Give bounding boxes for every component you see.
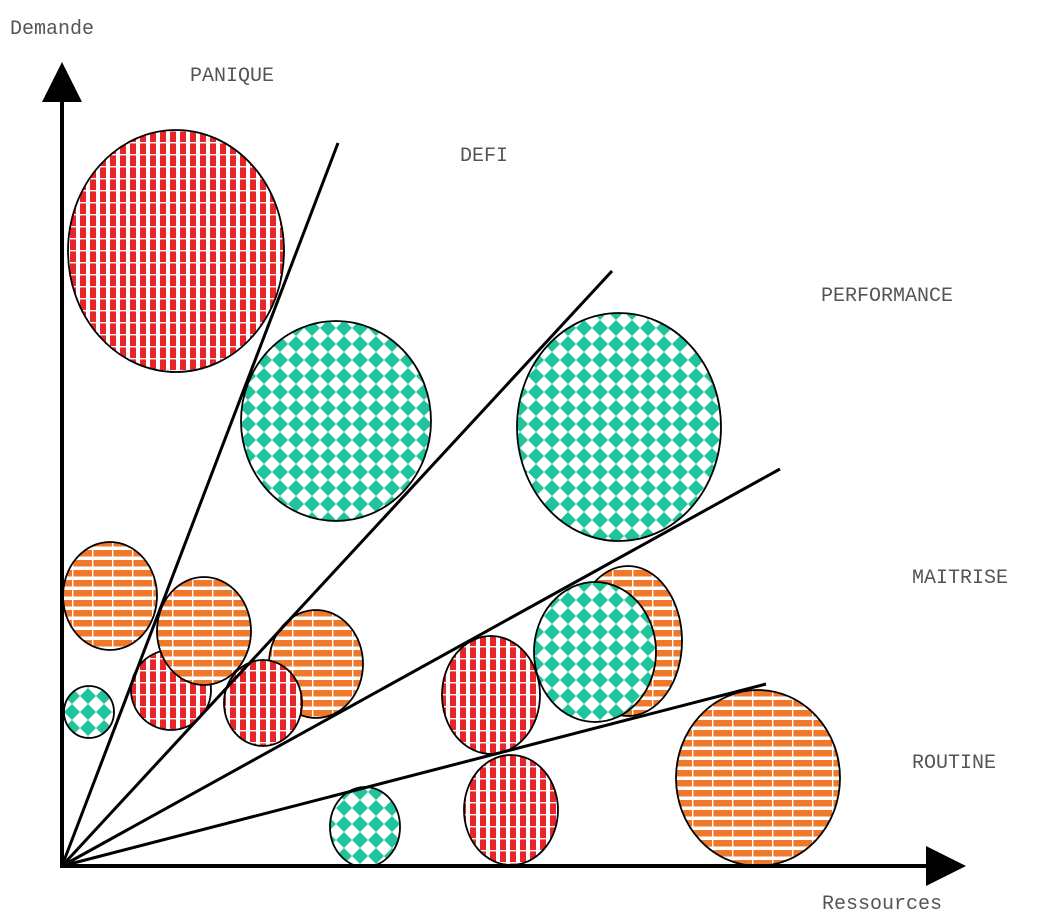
orange-bubble-left [62, 541, 158, 651]
teal-bubble-tiny [63, 685, 115, 739]
teal-bubble-maitrise [533, 581, 657, 723]
red-bubble-panique-large [67, 129, 285, 373]
teal-bubble-performance-large [516, 312, 722, 542]
boundary-line-performance-maitrise [61, 467, 781, 868]
y-axis-label: Demande [10, 18, 94, 41]
red-bubble-routine [463, 754, 559, 866]
teal-bubble-defi [240, 320, 432, 522]
boundary-line-maitrise-routine [61, 682, 767, 868]
orange-bubble-routine-large [675, 689, 841, 867]
boundary-line-panique-defi [60, 142, 340, 867]
zone-label-routine: ROUTINE [912, 752, 996, 775]
zone-label-maitrise: MAITRISE [912, 567, 1008, 590]
zone-label-performance: PERFORMANCE [821, 285, 953, 308]
red-bubble-maitrise [441, 635, 541, 755]
teal-bubble-routine [329, 786, 401, 868]
red-bubble-small-2 [223, 659, 303, 747]
x-axis-label: Ressources [822, 893, 942, 913]
boundary-line-defi-performance [60, 269, 614, 868]
zone-label-defi: DEFI [460, 145, 508, 168]
zone-label-panique: PANIQUE [190, 65, 274, 88]
orange-bubble-2 [156, 576, 252, 686]
